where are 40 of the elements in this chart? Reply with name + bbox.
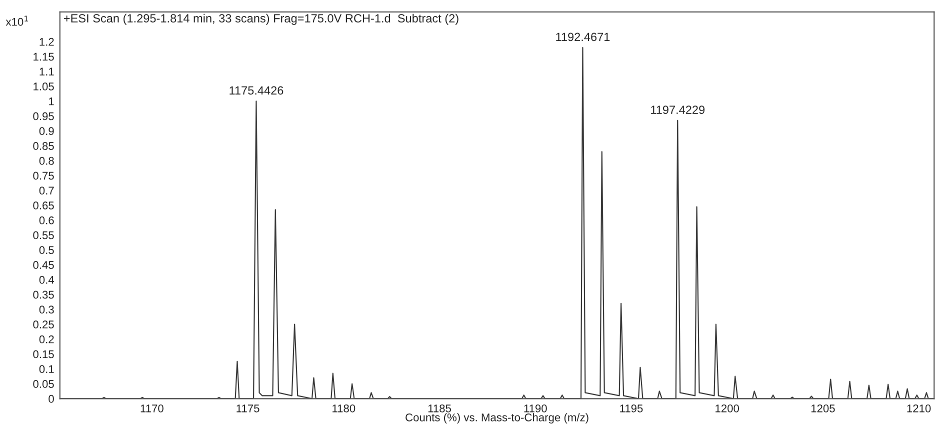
y-tick-label: 0.8 — [39, 156, 54, 165]
y-axis-title: x10$^{1}$ — [6, 16, 28, 26]
y-tick-label: 0.35 — [33, 290, 54, 299]
y-tick-label: 1.15 — [34, 52, 54, 61]
y-tick-label: 1 — [49, 98, 54, 106]
y-tick-label: 0.4 — [39, 276, 54, 284]
y-tick-label: 0.25 — [33, 320, 54, 328]
chart-title: +ESI Scan (1.295-1.814 min, 33 scans) Frag=175.0V RCH-1.d Subtract (2) — [64, 14, 458, 25]
y-tick-label: 0.45 — [33, 261, 54, 269]
x-tick-label: 1205 — [811, 404, 835, 412]
y-tick-label: 0.55 — [33, 231, 54, 240]
y-tick-label: 0.1 — [39, 365, 54, 374]
y-tick-label: 0.85 — [33, 142, 54, 150]
x-tick-label: 1175 — [236, 404, 260, 412]
annotation: 1192.4671 — [556, 32, 610, 42]
y-tick-label: 0.05 — [33, 380, 54, 388]
y-tick-label: 0.65 — [33, 202, 54, 210]
x-tick-label: 1200 — [716, 404, 739, 412]
y-tick-label: 0.2 — [39, 335, 54, 344]
y-tick-label: 0.3 — [39, 306, 54, 314]
y-tick-label: 0.75 — [33, 172, 54, 180]
x-tick-label: 1190 — [524, 404, 547, 412]
y-tick-label: 0.6 — [39, 216, 54, 224]
x-axis-title: Counts (%) vs. Mass-to-Charge (m/z) — [406, 413, 588, 424]
x-tick-label: 1185 — [428, 404, 451, 412]
y-tick-label: 1.1 — [40, 68, 54, 76]
y-tick-label: 1.2 — [40, 38, 54, 46]
y-tick-label: 0.7 — [39, 186, 54, 195]
annotation: 1175.4426 — [230, 86, 284, 95]
y-tick-label: 0.9 — [39, 127, 54, 136]
y-tick-label: 0 — [48, 394, 54, 403]
x-tick-label: 1210 — [907, 404, 931, 412]
y-tick-label: 0.15 — [33, 350, 54, 358]
annotation: 1197.4229 — [651, 106, 705, 114]
y-tick-label: 0.95 — [33, 112, 54, 120]
x-tick-label: 1180 — [332, 404, 356, 412]
x-tick-label: 1170 — [140, 404, 164, 412]
y-tick-label: 1.05 — [34, 82, 54, 90]
y-tick-label: 0.5 — [39, 246, 54, 254]
x-tick-label: 1195 — [620, 404, 643, 412]
